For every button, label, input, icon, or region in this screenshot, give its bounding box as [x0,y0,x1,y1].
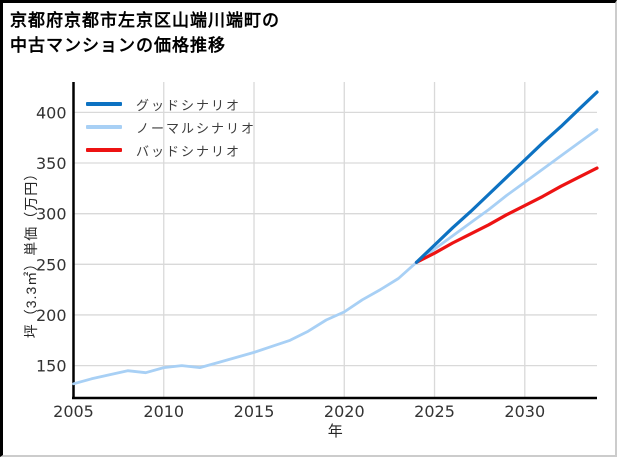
y-tick-label: 150 [36,357,67,376]
chart-title: 京都府京都市左京区山端川端町の 中古マンションの価格推移 [10,11,280,55]
legend-swatch-normal [86,125,122,129]
y-tick-label: 300 [36,205,67,224]
x-tick-label: 2015 [234,402,275,421]
y-axis-title: 坪（3.3㎡）単価（万円） [23,166,39,338]
legend-item-good: グッドシナリオ [86,95,256,113]
legend-label-bad: バッドシナリオ [136,143,242,159]
legend-label-good: グッドシナリオ [136,97,242,113]
y-tick-label: 250 [36,255,67,274]
y-tick-label: 400 [36,103,67,122]
y-tick-label: 350 [36,154,67,173]
series-line-normal [72,128,599,386]
x-axis-title: 年 [328,423,343,440]
x-tick-label: 2010 [143,402,184,421]
legend: グッドシナリオ ノーマルシナリオ バッドシナリオ [86,95,256,159]
x-tick-label: 2020 [324,402,365,421]
x-tick-label: 2005 [53,402,94,421]
legend-item-bad: バッドシナリオ [86,141,256,159]
series-line-bad [414,166,599,264]
x-tick-label: 2025 [414,402,455,421]
legend-item-normal: ノーマルシナリオ [86,118,256,136]
legend-swatch-good [86,102,122,106]
series-line-good [414,90,599,264]
legend-label-normal: ノーマルシナリオ [136,120,257,136]
legend-swatch-bad [86,148,122,152]
x-tick-label: 2030 [504,402,545,421]
y-tick-label: 200 [36,306,67,325]
